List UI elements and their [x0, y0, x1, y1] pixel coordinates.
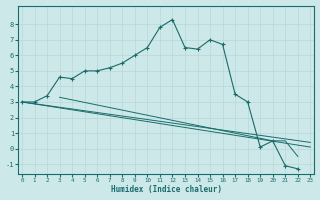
- X-axis label: Humidex (Indice chaleur): Humidex (Indice chaleur): [111, 185, 222, 194]
